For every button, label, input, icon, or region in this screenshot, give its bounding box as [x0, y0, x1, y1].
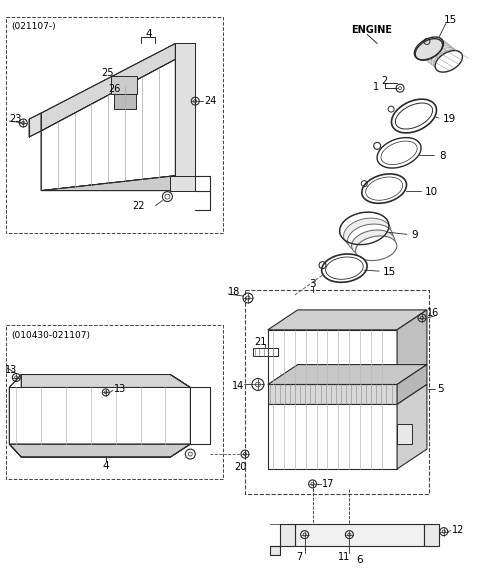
Bar: [245, 290, 429, 494]
Text: 22: 22: [132, 201, 145, 211]
Text: 1: 1: [373, 82, 379, 92]
Text: 14: 14: [232, 382, 244, 392]
Bar: [253, 348, 278, 356]
Bar: [295, 524, 424, 546]
Text: 10: 10: [425, 186, 438, 196]
Polygon shape: [41, 176, 195, 191]
Ellipse shape: [351, 230, 395, 256]
Ellipse shape: [424, 42, 449, 61]
Text: 12: 12: [452, 524, 464, 534]
Text: 21: 21: [254, 337, 266, 347]
Ellipse shape: [348, 224, 393, 253]
Text: 13: 13: [5, 365, 18, 375]
Text: 5: 5: [437, 385, 444, 395]
Polygon shape: [9, 375, 190, 457]
Ellipse shape: [431, 48, 456, 67]
Text: 18: 18: [228, 287, 240, 297]
Text: 4: 4: [145, 28, 152, 39]
Bar: [397, 424, 412, 444]
Ellipse shape: [340, 212, 389, 245]
Ellipse shape: [435, 51, 462, 72]
Text: 26: 26: [108, 84, 120, 94]
Text: 2: 2: [381, 76, 387, 86]
Text: 20: 20: [234, 462, 246, 472]
Ellipse shape: [421, 39, 446, 59]
Text: ENGINE: ENGINE: [351, 25, 392, 35]
Polygon shape: [29, 113, 41, 137]
Text: 16: 16: [427, 308, 439, 318]
Text: (010430-021107): (010430-021107): [12, 331, 90, 340]
Ellipse shape: [429, 46, 454, 65]
Text: 3: 3: [310, 279, 316, 289]
Polygon shape: [268, 385, 397, 405]
Bar: [111, 76, 137, 94]
Bar: [6, 16, 223, 233]
Ellipse shape: [322, 254, 367, 282]
Text: 24: 24: [204, 96, 216, 106]
Polygon shape: [268, 405, 397, 469]
Text: 15: 15: [383, 267, 396, 277]
Text: 9: 9: [411, 230, 418, 240]
Text: 13: 13: [114, 385, 126, 395]
Polygon shape: [9, 387, 190, 444]
Polygon shape: [41, 59, 175, 191]
Polygon shape: [424, 524, 439, 546]
Text: 7: 7: [297, 553, 303, 563]
Ellipse shape: [377, 138, 421, 168]
Polygon shape: [397, 365, 427, 405]
Text: 6: 6: [356, 556, 362, 566]
Polygon shape: [397, 385, 427, 469]
Text: 19: 19: [443, 114, 456, 124]
Text: 8: 8: [439, 151, 445, 161]
Ellipse shape: [344, 218, 391, 249]
Ellipse shape: [356, 236, 397, 260]
Ellipse shape: [415, 39, 443, 60]
Text: 15: 15: [444, 15, 457, 25]
Polygon shape: [21, 375, 190, 387]
Text: 25: 25: [101, 68, 113, 78]
Polygon shape: [175, 44, 195, 176]
Text: 17: 17: [322, 479, 334, 489]
Polygon shape: [397, 310, 427, 385]
Polygon shape: [268, 330, 397, 385]
Polygon shape: [9, 444, 190, 457]
Bar: [114, 94, 136, 109]
Text: 4: 4: [102, 461, 109, 471]
Text: 11: 11: [338, 553, 350, 563]
Polygon shape: [270, 524, 295, 556]
Text: (021107-): (021107-): [12, 22, 56, 31]
Ellipse shape: [433, 49, 459, 69]
Polygon shape: [268, 365, 427, 385]
Polygon shape: [170, 176, 195, 191]
Ellipse shape: [392, 99, 436, 133]
Polygon shape: [175, 44, 195, 69]
Polygon shape: [41, 44, 175, 131]
Circle shape: [396, 84, 404, 92]
Polygon shape: [268, 310, 427, 330]
Bar: [6, 325, 223, 479]
Text: 23: 23: [9, 114, 22, 124]
Ellipse shape: [426, 44, 452, 63]
Ellipse shape: [362, 174, 407, 203]
